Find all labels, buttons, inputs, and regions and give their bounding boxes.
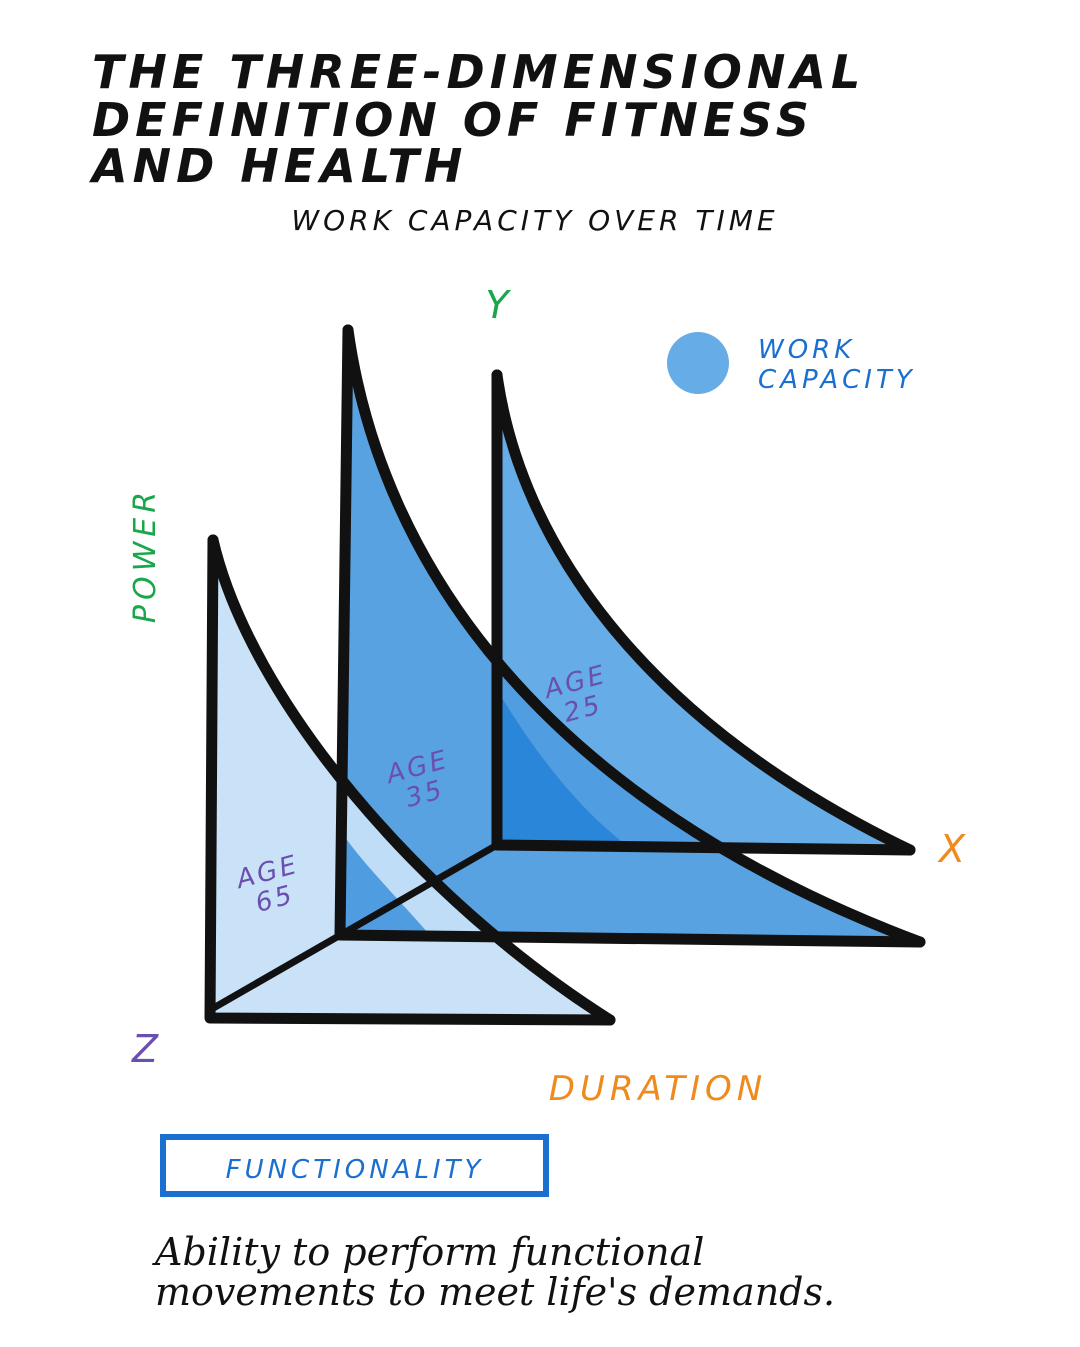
surface-age-35 bbox=[340, 330, 920, 942]
axis-label-z: Z bbox=[131, 1027, 159, 1071]
legend-swatch bbox=[667, 332, 729, 394]
subtitle: WORK CAPACITY OVER TIME bbox=[291, 204, 778, 237]
overlap bbox=[497, 690, 630, 848]
legend-label: CAPACITY bbox=[758, 365, 916, 395]
term-box bbox=[160, 1134, 549, 1197]
term: FUNCTIONALITY bbox=[226, 1155, 485, 1185]
surface-age-25 bbox=[497, 375, 910, 850]
definition-line: Ability to perform functional bbox=[152, 1230, 704, 1274]
title-line: DEFINITION OF FITNESS bbox=[92, 93, 814, 147]
axis-label-y: Y bbox=[485, 283, 511, 327]
title-line: THE THREE-DIMENSIONAL bbox=[92, 45, 865, 99]
legend-label: WORK bbox=[758, 335, 855, 365]
axis-title-power: POWER bbox=[128, 487, 163, 623]
axis-title-duration: DURATION bbox=[549, 1069, 767, 1109]
surface-age-65 bbox=[210, 540, 610, 1020]
edges bbox=[204, 324, 926, 1026]
title-line: AND HEALTH bbox=[89, 139, 467, 193]
age-label: AGE 35 bbox=[382, 745, 453, 814]
axis-label-x: X bbox=[937, 827, 966, 871]
overlap bbox=[340, 830, 430, 935]
definition-line: movements to meet life's demands. bbox=[155, 1270, 835, 1314]
